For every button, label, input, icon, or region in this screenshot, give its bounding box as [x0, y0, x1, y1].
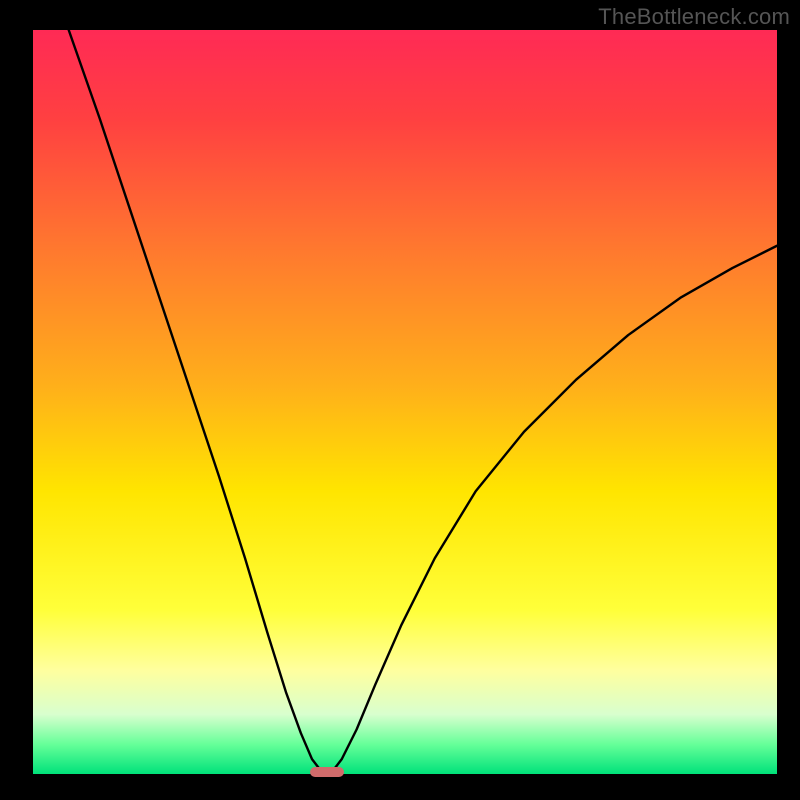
watermark-text: TheBottleneck.com [598, 4, 790, 30]
curve-layer [33, 30, 777, 774]
plot-area [33, 30, 777, 774]
bottleneck-curve [69, 30, 777, 774]
minimum-marker [310, 767, 343, 777]
